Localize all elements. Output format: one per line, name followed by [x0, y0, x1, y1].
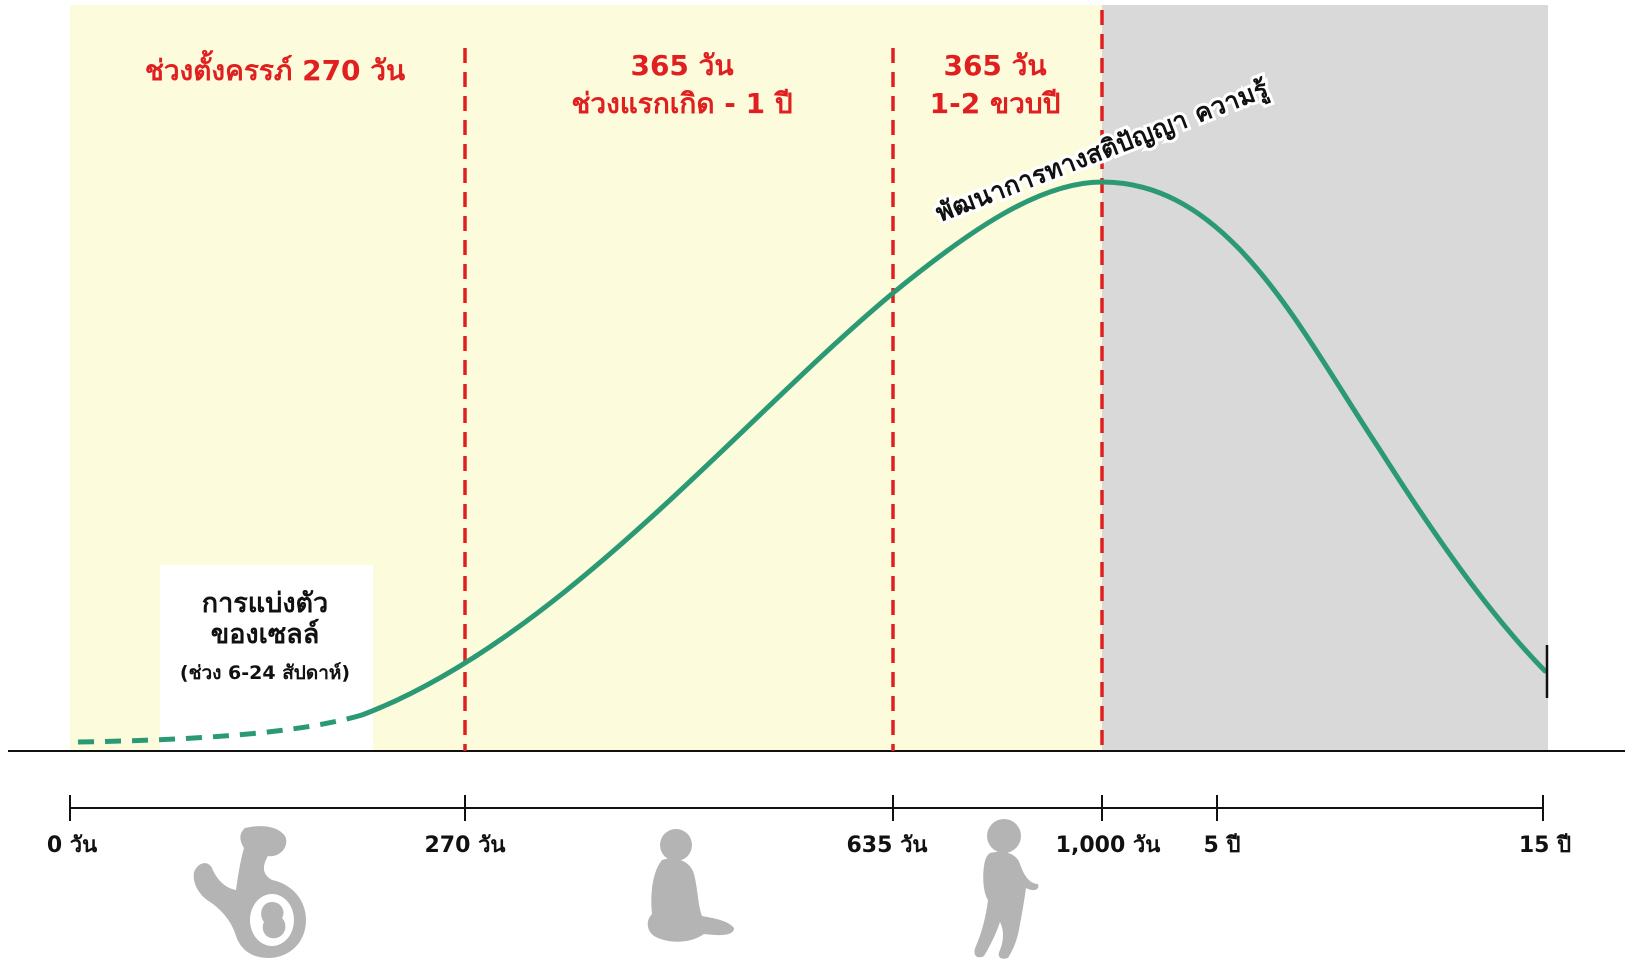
phase-label-birth-desc: ช่วงแรกเกิด - 1 ปี	[571, 87, 792, 120]
tick-label-15y: 15 ปี	[1519, 833, 1571, 858]
phase-label-pregnancy: ช่วงตั้งครรภ์ 270 วัน	[145, 49, 405, 87]
phase-label-birth-count: 365 วัน	[630, 49, 733, 82]
cell-note-line1: การแบ่งตัว	[202, 588, 328, 619]
timeline-ticks	[69, 795, 1544, 821]
curve-dashed-segment	[77, 712, 363, 745]
cell-division-note-box	[160, 565, 373, 752]
tick-label-635: 635 วัน	[847, 833, 928, 858]
standing-toddler-icon	[974, 819, 1039, 959]
sitting-baby-icon	[647, 829, 734, 942]
tick-label-270: 270 วัน	[425, 833, 506, 858]
cell-note-line2: ของเซลล์	[211, 618, 320, 650]
development-curve	[359, 179, 1548, 718]
tick-label-5y: 5 ปี	[1204, 833, 1241, 858]
pregnant-woman-icon	[193, 826, 306, 958]
phase-label-toddler-count: 365 วัน	[943, 49, 1046, 82]
phase-label-toddler-desc: 1-2 ขวบปี	[930, 87, 1061, 120]
tick-label-1000: 1,000 วัน	[1056, 833, 1161, 858]
after-1000-days-zone	[1102, 5, 1548, 752]
tick-label-0: 0 วัน	[47, 833, 97, 858]
cell-note-line3: (ช่วง 6-24 สัปดาห์)	[180, 662, 350, 684]
